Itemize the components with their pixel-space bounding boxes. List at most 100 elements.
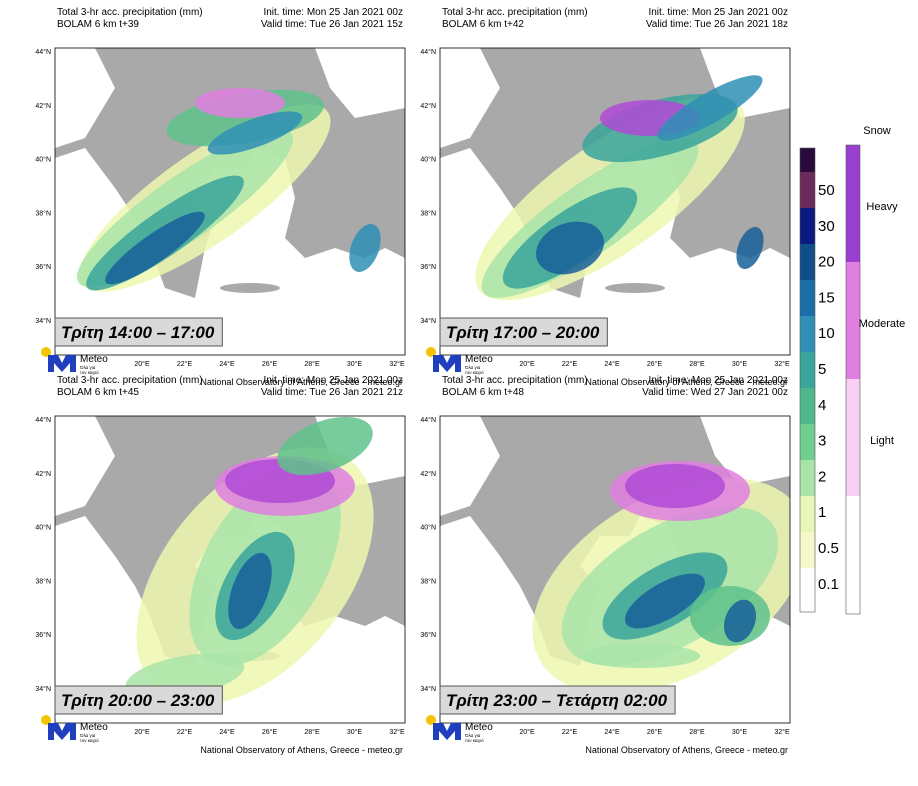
forecast-panel: Total 3-hr acc. precipitation (mm)BOLAM …: [420, 7, 791, 387]
lat-label: 42°N: [420, 470, 436, 478]
lon-label: 26°E: [262, 360, 278, 368]
logo-name: Meteo: [465, 722, 493, 733]
precip-area: [736, 226, 764, 270]
lat-label: 38°N: [420, 577, 436, 585]
forecast-panel: Total 3-hr acc. precipitation (mm)BOLAM …: [420, 375, 791, 755]
period-box: [54, 317, 223, 347]
lat-label: 36°N: [35, 263, 51, 271]
lon-label: 24°E: [604, 728, 620, 736]
logo-sun: [41, 347, 51, 357]
period-box: [54, 685, 223, 715]
lat-label: 34°N: [35, 317, 51, 325]
lon-label: 22°E: [177, 728, 193, 736]
logo-m: [48, 723, 76, 740]
snow-class: Heavy: [866, 201, 898, 213]
logo-slogan: τον καιρό: [80, 737, 99, 743]
sea: [55, 416, 115, 516]
lat-label: 42°N: [35, 102, 51, 110]
model-run: BOLAM 6 km t+42: [442, 19, 524, 30]
sea: [315, 48, 405, 118]
map: [54, 415, 406, 724]
valid-time: Valid time: Tue 26 Jan 2021 15z: [261, 19, 403, 30]
precip-area: [580, 644, 700, 668]
lat-label: 38°N: [35, 577, 51, 585]
lon-label: 30°E: [347, 728, 363, 736]
logo-sun: [426, 347, 436, 357]
legend-swatch: [800, 460, 815, 496]
valid-time: Valid time: Tue 26 Jan 2021 21z: [261, 387, 403, 398]
forecast-panel: Total 3-hr acc. precipitation (mm)BOLAM …: [35, 7, 406, 387]
crete: [220, 283, 280, 293]
period-label: Τρίτη 17:00 – 20:00: [446, 323, 600, 342]
legend-level: 30: [818, 218, 835, 235]
precip-area: [207, 111, 303, 155]
legend-swatch: [800, 568, 815, 604]
lon-label: 22°E: [177, 360, 193, 368]
lat-label: 42°N: [420, 102, 436, 110]
lon-label: 30°E: [347, 360, 363, 368]
map: [439, 47, 791, 356]
logo-m: [48, 355, 76, 372]
lon-label: 28°E: [689, 728, 705, 736]
legend-level: 4: [818, 397, 826, 414]
legend-swatch: [800, 424, 815, 460]
lat-label: 44°N: [35, 416, 51, 424]
logo-slogan: τον καιρό: [80, 369, 99, 375]
lon-label: 24°E: [219, 360, 235, 368]
lon-label: 32°E: [774, 728, 790, 736]
precip-area: [349, 224, 381, 272]
precip-area: [536, 221, 604, 275]
legend-swatch: [800, 316, 815, 352]
snow-frame: [845, 144, 861, 615]
logo-sun: [41, 715, 51, 725]
precip-area: [195, 88, 285, 118]
init-time: Init. time: Mon 25 Jan 2021 00z: [263, 7, 403, 18]
lat-label: 42°N: [35, 470, 51, 478]
lat-label: 36°N: [35, 631, 51, 639]
legend-level: 0.5: [818, 540, 839, 557]
snow-class: Light: [870, 435, 894, 447]
map: [54, 47, 406, 356]
map-title: Total 3-hr acc. precipitation (mm): [57, 375, 203, 386]
lat-label: 44°N: [420, 48, 436, 56]
legend-frame: [799, 147, 816, 613]
map-frame: [54, 415, 406, 724]
logo-slogan: Όλα για: [464, 365, 481, 370]
period-label: Τρίτη 20:00 – 23:00: [61, 691, 215, 710]
map-layers: [55, 416, 405, 723]
snow-legend: Snow Heavy Moderate Light: [845, 125, 905, 615]
lon-label: 26°E: [647, 728, 663, 736]
lon-label: 22°E: [562, 360, 578, 368]
precip-area: [277, 416, 373, 476]
lat-label: 36°N: [420, 631, 436, 639]
init-time: Init. time: Mon 25 Jan 2021 00z: [648, 375, 788, 386]
lat-label: 40°N: [420, 524, 436, 532]
precip-area: [228, 552, 272, 630]
map-layers: [55, 48, 405, 355]
legend-swatch: [800, 244, 815, 280]
map-frame: [439, 415, 791, 724]
lon-label: 24°E: [604, 360, 620, 368]
legend-swatch: [800, 388, 815, 424]
legend-level: 2: [818, 468, 826, 485]
snow-class: Moderate: [859, 318, 905, 330]
valid-time: Valid time: Tue 26 Jan 2021 18z: [646, 19, 788, 30]
sea: [700, 416, 790, 486]
lat-label: 40°N: [35, 156, 51, 164]
lon-label: 32°E: [774, 360, 790, 368]
sea: [55, 48, 115, 148]
lat-label: 34°N: [420, 685, 436, 693]
model-run: BOLAM 6 km t+48: [442, 387, 524, 398]
lat-label: 34°N: [35, 685, 51, 693]
lon-label: 32°E: [389, 728, 405, 736]
lat-label: 36°N: [420, 263, 436, 271]
lat-label: 40°N: [420, 156, 436, 164]
crete: [605, 283, 665, 293]
logo-m: [433, 355, 461, 372]
map-layers: [440, 48, 790, 355]
lon-label: 20°E: [519, 360, 535, 368]
legend-level: 20: [818, 254, 835, 271]
lat-label: 38°N: [420, 209, 436, 217]
init-time: Init. time: Mon 25 Jan 2021 00z: [648, 7, 788, 18]
